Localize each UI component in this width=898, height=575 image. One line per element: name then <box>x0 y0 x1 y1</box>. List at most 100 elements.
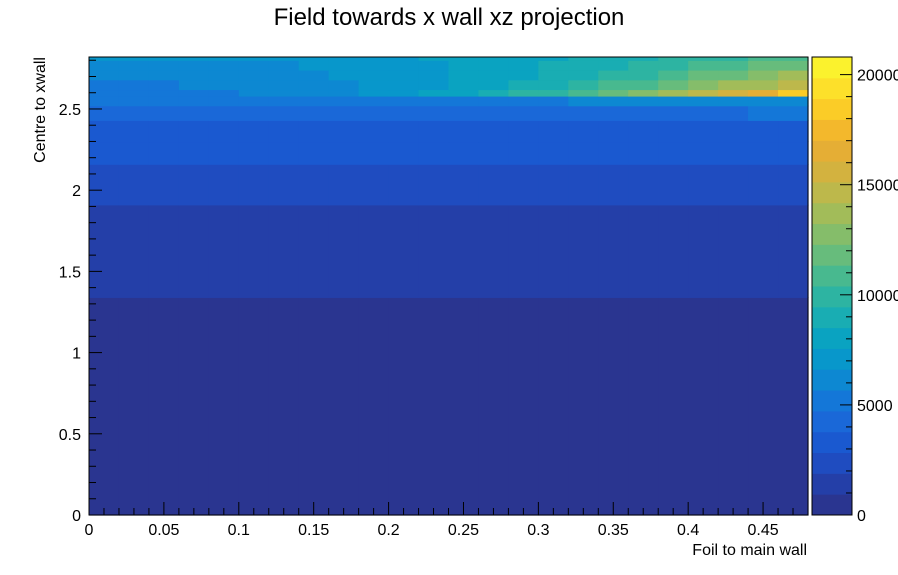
heatmap-cell <box>538 141 569 165</box>
heatmap-cell <box>208 95 240 107</box>
heatmap-cell <box>328 164 360 206</box>
heatmap-cell <box>358 89 390 97</box>
heatmap-cell <box>568 164 599 206</box>
heatmap-cell <box>748 60 779 71</box>
heatmap-cell <box>718 95 749 107</box>
heatmap-cell <box>658 105 689 121</box>
heatmap-cell <box>778 164 809 206</box>
heatmap-cell <box>538 297 569 516</box>
z-tick-label: 0 <box>857 508 866 525</box>
heatmap-cell <box>538 164 569 206</box>
heatmap-cell <box>358 120 390 143</box>
heatmap-cell <box>448 141 480 165</box>
heatmap-cell <box>568 120 599 143</box>
heatmap-cell <box>178 69 210 81</box>
heatmap-cell <box>238 297 270 516</box>
color-scale-swatch <box>812 306 852 329</box>
heatmap-cell <box>658 164 689 206</box>
color-scale-swatch <box>812 161 852 183</box>
heatmap-cell <box>388 297 420 516</box>
heatmap-cell <box>508 79 539 91</box>
heatmap-cell <box>568 69 599 81</box>
color-scale-swatch <box>812 223 852 245</box>
heatmap-cell <box>358 95 390 107</box>
heatmap-cell <box>628 164 659 206</box>
heatmap-cell <box>178 204 210 298</box>
heatmap-cell <box>478 69 510 81</box>
heatmap-cell <box>508 204 539 298</box>
heatmap-cell <box>118 89 150 97</box>
heatmap-cell <box>268 60 300 71</box>
heatmap-cell <box>148 141 180 165</box>
color-scale-swatch <box>812 494 852 516</box>
heatmap-cell <box>538 79 569 91</box>
heatmap-cell <box>148 57 180 61</box>
heatmap-cell <box>538 69 569 81</box>
heatmap-cell <box>89 164 120 206</box>
heatmap-cell <box>418 297 450 516</box>
heatmap-cell <box>718 57 749 61</box>
x-tick-label: 0.25 <box>448 522 479 539</box>
heatmap-cell <box>148 89 180 97</box>
heatmap-cell <box>448 120 480 143</box>
heatmap-cell <box>448 79 480 91</box>
heatmap-cell <box>688 105 719 121</box>
heatmap-cell <box>568 60 599 71</box>
heatmap-cell <box>238 95 270 107</box>
heatmap-cell <box>118 164 150 206</box>
heatmap-cell <box>658 79 689 91</box>
heatmap-cell <box>238 79 270 91</box>
heatmap-cell <box>448 204 480 298</box>
heatmap-cell <box>598 60 629 71</box>
heatmap-cell <box>688 297 719 516</box>
heatmap-cell <box>118 120 150 143</box>
heatmap-cell <box>748 141 779 165</box>
heatmap-cell <box>478 60 510 71</box>
heatmap-cell <box>658 95 689 107</box>
color-scale-swatch <box>812 202 852 225</box>
color-scale-swatch <box>812 348 852 370</box>
heatmap-cell <box>748 79 779 91</box>
heatmap-cell <box>89 120 120 143</box>
color-scale-swatch <box>812 265 852 287</box>
heatmap-cell <box>358 204 390 298</box>
heatmap-cell <box>148 204 180 298</box>
heatmap-cell <box>89 95 120 107</box>
heatmap-cell <box>688 79 719 91</box>
heatmap-cell <box>89 57 120 61</box>
heatmap-cell <box>448 89 480 97</box>
heatmap-cell <box>268 95 300 107</box>
heatmap-cell <box>118 141 150 165</box>
heatmap-cell <box>118 105 150 121</box>
heatmap-cell <box>628 89 659 97</box>
heatmap-cell <box>628 120 659 143</box>
heatmap-cell <box>478 57 510 61</box>
heatmap-cell <box>778 57 809 61</box>
heatmap-cell <box>628 69 659 81</box>
heatmap-cell <box>328 79 360 91</box>
x-tick-label: 0.15 <box>298 522 329 539</box>
heatmap-cell <box>598 69 629 81</box>
heatmap-cell <box>89 79 120 91</box>
heatmap-cell <box>418 204 450 298</box>
heatmap-cell <box>688 95 719 107</box>
heatmap-cell <box>748 120 779 143</box>
heatmap-cell <box>568 204 599 298</box>
heatmap-cell <box>268 79 300 91</box>
heatmap-cell <box>148 105 180 121</box>
heatmap-cell <box>508 105 539 121</box>
heatmap-cell <box>89 297 120 516</box>
heatmap-cell <box>238 60 270 71</box>
heatmap-cell <box>148 120 180 143</box>
heatmap-cell <box>118 57 150 61</box>
heatmap-cell <box>268 89 300 97</box>
heatmap-cell <box>538 105 569 121</box>
heatmap-cells <box>89 57 809 516</box>
heatmap-cell <box>89 204 120 298</box>
heatmap-cell <box>358 60 390 71</box>
heatmap-cell <box>598 204 629 298</box>
heatmap-cell <box>688 204 719 298</box>
heatmap-cell <box>448 164 480 206</box>
heatmap-cell <box>238 57 270 61</box>
heatmap-cell <box>598 105 629 121</box>
